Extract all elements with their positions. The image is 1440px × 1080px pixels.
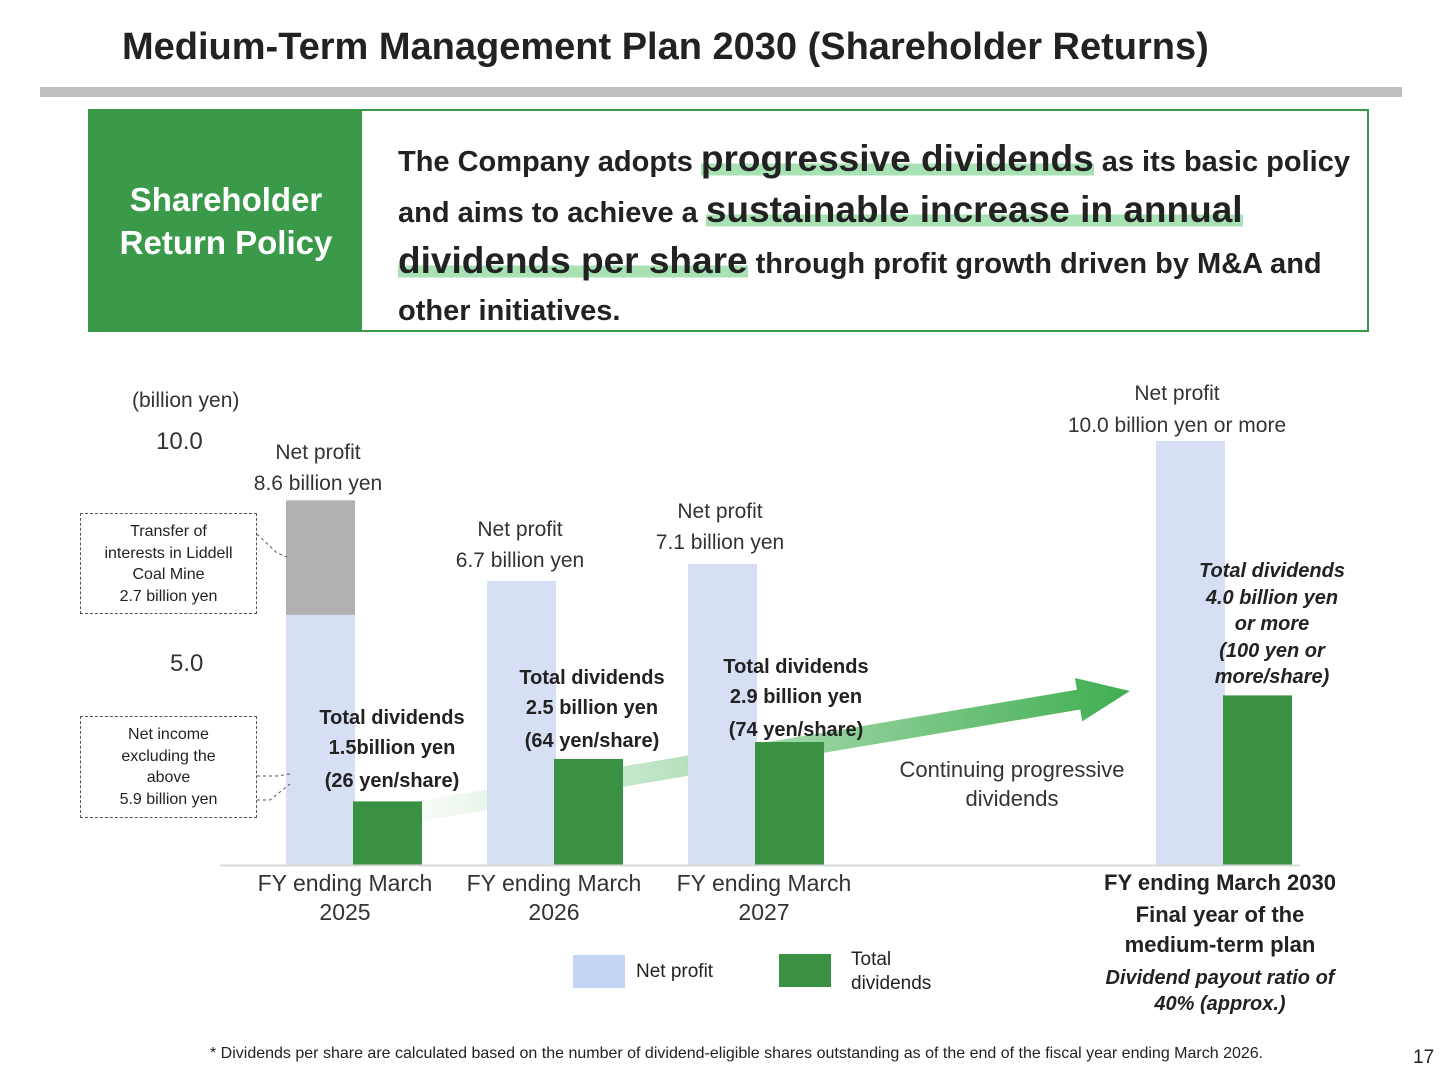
liddell-callout-leader (256, 533, 288, 558)
policy-heading-line1: Shareholder (129, 180, 323, 218)
liddell-annotation: Transfer of interests in Liddell Coal Min… (80, 513, 257, 614)
arrow-caption: Continuing progressive dividends (899, 757, 1125, 811)
y-tick-10: 10.0 (156, 428, 203, 455)
policy-text-2: as its basic policy and aims to achieve … (398, 146, 1350, 229)
x-label-2027: FY ending March 2027 (676, 870, 852, 925)
footnote: * Dividends per share are calculated bas… (210, 1045, 1264, 1062)
legend-swatch-dividends (779, 954, 831, 987)
net-income-excluding-bar-2025 (286, 614, 355, 865)
dividend-bar-2030 (1223, 695, 1292, 865)
y-tick-5: 5.0 (170, 650, 204, 677)
legend-label-net-profit: Net profit (636, 961, 714, 982)
liddell-transfer-bar-2025 (286, 500, 355, 615)
legend-label-dividends: Total dividends (851, 949, 932, 994)
highlight-progressive-dividends: progressive dividends (700, 138, 1094, 179)
x-label-2030: FY ending March 2030 Final year of the me… (1104, 870, 1336, 957)
dividend-bar-2027 (755, 742, 824, 865)
net-profit-label-2026: Net profit 6.7 billion yen (455, 518, 585, 572)
policy-box: Shareholder Return Policy The Company ad… (88, 109, 1369, 332)
dividend-bar-2026 (554, 759, 623, 865)
dividend-label-2027: Total dividends 2.9 billion yen (74 yen/s… (723, 656, 869, 741)
dividend-label-2030: Total dividends 4.0 billion yen or more (1… (1199, 560, 1345, 688)
net-profit-label-2025: Net profit 8.6 billion yen (253, 441, 383, 495)
net-profit-label-2030: Net profit 10.0 billion yen or more (1067, 382, 1287, 437)
policy-text-3: through profit growth driven by M&A and … (398, 248, 1322, 327)
dividend-label-2025: Total dividends 1.5billion yen (26 yen/sh… (319, 707, 465, 792)
net-profit-bar-2030 (1156, 441, 1225, 865)
payout-ratio-note: Dividend payout ratio of 40% (approx.) (1105, 967, 1335, 1015)
legend-swatch-net-profit (573, 955, 625, 988)
policy-statement: The Company adopts progressive dividends… (398, 135, 1363, 335)
net-profit-bar-2027 (688, 563, 757, 865)
page-title: Medium-Term Management Plan 2030 (Shareh… (122, 26, 1209, 68)
title-divider (40, 87, 1402, 97)
excluding-callout-leader-2 (257, 783, 291, 801)
net-profit-label-2027: Net profit 7.1 billion yen (655, 500, 785, 554)
excluding-annotation: Net income excluding the above 5.9 billion… (80, 716, 257, 818)
x-label-2026: FY ending March 2026 (466, 870, 642, 925)
page-number: 17 (1413, 1047, 1435, 1068)
unit-label: (billion yen) (132, 389, 240, 412)
x-label-2025: FY ending March 2025 (257, 870, 433, 925)
dividend-label-2026: Total dividends 2.5 billion yen (64 yen/s… (519, 667, 665, 752)
dividend-bar-2025 (353, 801, 422, 865)
excluding-callout-leader-1 (257, 773, 291, 777)
policy-heading: Shareholder Return Policy (90, 111, 362, 330)
net-profit-bar-2026 (487, 580, 556, 865)
policy-heading-line2: Return Policy (119, 223, 333, 261)
policy-text-1: The Company adopts (398, 146, 701, 178)
